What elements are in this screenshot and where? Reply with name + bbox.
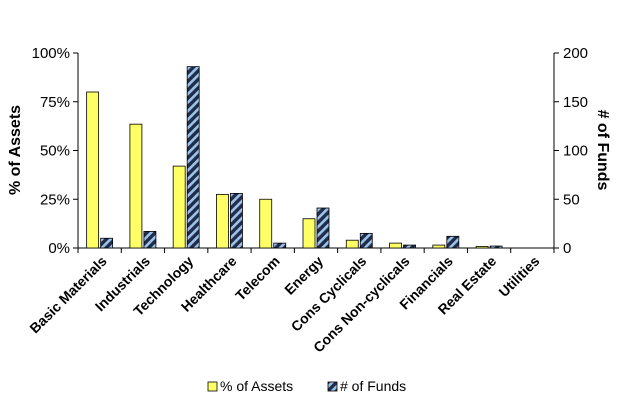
- legend-swatch-funds: [327, 381, 338, 392]
- legend-label-assets: % of Assets: [220, 378, 293, 394]
- legend-swatch-assets: [207, 381, 218, 392]
- bar-funds: [143, 231, 157, 249]
- category-label: Telecom: [232, 253, 283, 304]
- bar-assets: [259, 198, 273, 249]
- y-tick-label: 100%: [32, 45, 70, 62]
- y-tick-label: 50%: [40, 143, 70, 160]
- y2-tick-label: 0: [563, 240, 571, 257]
- bar-funds: [446, 235, 460, 249]
- bar-funds: [230, 192, 243, 249]
- y-axis-title: % of Assets: [7, 105, 24, 195]
- tick-labels: 0% 25% 50% 75% 100% 0 50 100 150 200 Basic Materia…: [26, 45, 588, 355]
- bars: [86, 66, 503, 249]
- y2-tick-label: 100: [563, 143, 588, 160]
- bar-assets: [389, 242, 402, 249]
- bar-assets: [129, 123, 143, 249]
- bar-assets: [86, 91, 100, 249]
- y-tick-label: 75%: [40, 94, 70, 111]
- bar-funds: [273, 242, 287, 249]
- legend: % of Assets # of Funds: [207, 378, 406, 394]
- bar-assets: [345, 239, 359, 249]
- bar-funds: [403, 244, 416, 249]
- category-label: Cons Cyclicals: [288, 253, 370, 335]
- y2-tick-label: 150: [563, 94, 588, 111]
- bar-assets: [432, 244, 446, 249]
- bar-assets: [172, 165, 186, 249]
- y-tick-label: 25%: [40, 191, 70, 208]
- y2-tick-label: 200: [563, 45, 588, 62]
- legend-label-funds: # of Funds: [340, 378, 406, 394]
- bar-assets: [216, 193, 229, 249]
- bar-assets: [302, 218, 316, 249]
- axes: [73, 52, 559, 253]
- category-label: Basic Materials: [26, 253, 110, 337]
- category-label: Utilities: [495, 253, 542, 300]
- bar-funds: [359, 232, 373, 249]
- y2-axis-title: # of Funds: [594, 110, 611, 191]
- y2-tick-label: 50: [563, 191, 580, 208]
- y-tick-label: 0%: [48, 240, 70, 257]
- bar-funds: [186, 66, 200, 249]
- bar-funds: [316, 207, 330, 249]
- bar-assets: [475, 246, 489, 249]
- bar-funds: [100, 237, 114, 249]
- bar-funds: [489, 245, 503, 249]
